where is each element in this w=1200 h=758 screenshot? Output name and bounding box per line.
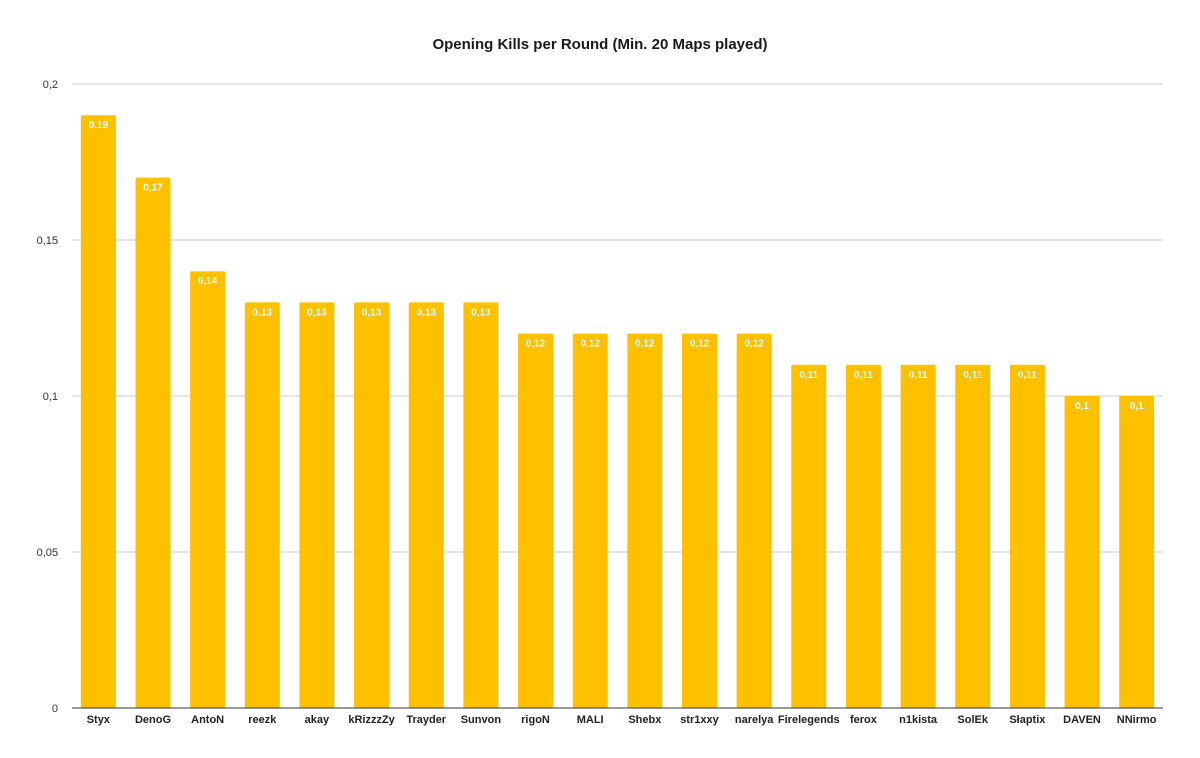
bar: [791, 364, 827, 708]
x-tick-label: DenoG: [135, 714, 171, 726]
bar: [1119, 396, 1155, 708]
data-label: 0,14: [198, 276, 218, 287]
bar: [518, 333, 554, 708]
data-label: 0,11: [909, 370, 928, 381]
bar: [354, 302, 390, 708]
data-label: 0,12: [635, 339, 655, 350]
data-label: 0,13: [416, 307, 436, 318]
bar: [299, 302, 335, 708]
bar: [408, 302, 444, 708]
x-tick-label: rigoN: [521, 714, 550, 726]
bar: [845, 364, 881, 708]
bar: [572, 333, 608, 708]
data-label: 0,1: [1130, 401, 1144, 412]
y-tick-label: 0,05: [37, 547, 58, 559]
data-label: 0,12: [690, 339, 710, 350]
y-tick-label: 0: [52, 703, 58, 715]
chart-title: Opening Kills per Round (Min. 20 Maps pl…: [432, 36, 768, 53]
data-label: 0,13: [253, 307, 273, 318]
data-label: 0,13: [307, 307, 327, 318]
bar: [1009, 364, 1045, 708]
data-label: 0,11: [963, 370, 982, 381]
x-tick-label: narelya: [735, 714, 774, 726]
data-label: 0,11: [854, 370, 873, 381]
x-tick-label: Trayder: [406, 714, 446, 726]
bar: [80, 115, 116, 708]
x-tick-label: ferox: [850, 714, 878, 726]
x-tick-label: n1kista: [899, 714, 938, 726]
x-tick-label: DAVEN: [1063, 714, 1101, 726]
data-label: 0,12: [580, 339, 600, 350]
bar: [627, 333, 663, 708]
data-label: 0,17: [143, 183, 163, 194]
x-tick-label: NNirmo: [1117, 714, 1157, 726]
bar: [1064, 396, 1100, 708]
x-tick-label: SolEk: [957, 714, 988, 726]
data-label: 0,11: [1018, 370, 1037, 381]
data-label: 0,12: [526, 339, 546, 350]
y-tick-label: 0,1: [43, 391, 58, 403]
bar: [955, 364, 991, 708]
y-tick-label: 0,15: [37, 235, 58, 247]
x-tick-label: kRizzzZy: [348, 714, 395, 726]
x-tick-label: Sunvon: [461, 714, 502, 726]
y-tick-label: 0,2: [43, 79, 58, 91]
x-tick-label: AntoN: [191, 714, 224, 726]
x-tick-label: akay: [305, 714, 330, 726]
data-label: 0,13: [362, 307, 382, 318]
data-label: 0,12: [744, 339, 764, 350]
x-tick-label: Shebx: [628, 714, 662, 726]
data-label: 0,1: [1075, 401, 1089, 412]
bar: [900, 364, 936, 708]
x-tick-label: Firelegends: [778, 714, 840, 726]
bar: [244, 302, 280, 708]
bar: [736, 333, 772, 708]
x-tick-label: MALI: [577, 714, 604, 726]
bar: [135, 177, 171, 709]
bar: [681, 333, 717, 708]
bar: [190, 271, 226, 708]
bar: [463, 302, 499, 708]
data-label: 0,19: [89, 120, 109, 131]
x-tick-label: Styx: [87, 714, 111, 726]
x-tick-label: str1xxy: [680, 714, 719, 726]
x-tick-label: reezk: [248, 714, 277, 726]
data-label: 0,11: [799, 370, 818, 381]
x-tick-label: Słaptix: [1009, 714, 1046, 726]
data-label: 0,13: [471, 307, 491, 318]
